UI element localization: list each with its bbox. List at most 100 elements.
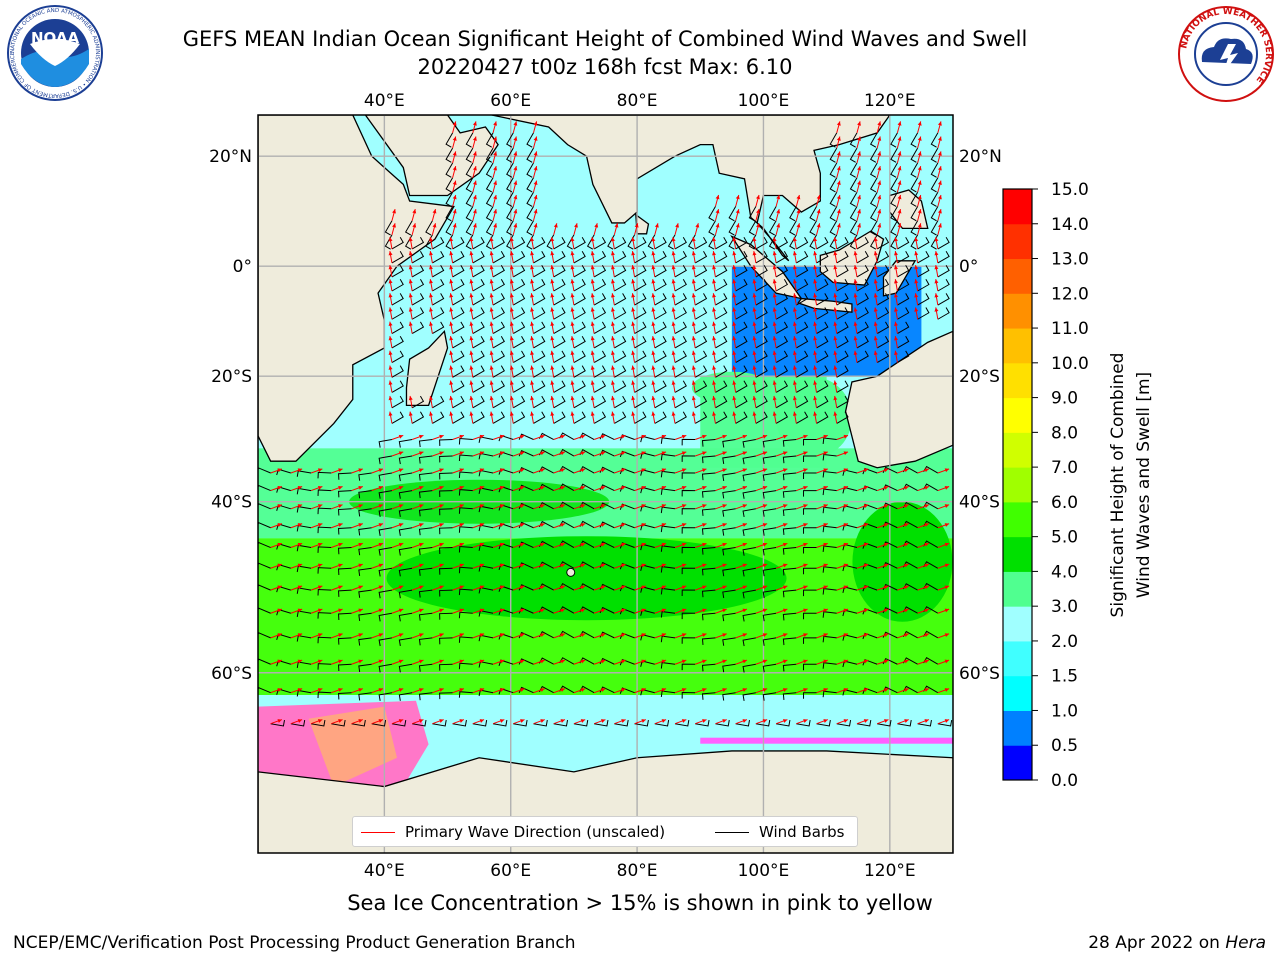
wind-barb-812	[862, 485, 878, 492]
wave-arrowhead-380	[580, 688, 586, 692]
wind-barb-112	[398, 439, 413, 448]
wave-arrowhead-49	[358, 485, 363, 490]
wave-arrowhead-898	[944, 585, 950, 590]
wave-arrowhead-633	[762, 563, 768, 568]
wave-arrowhead-64	[378, 542, 384, 547]
wave-arrowhead-82	[388, 350, 393, 356]
wave-arrowhead-7	[277, 608, 282, 613]
wind-barb-880	[930, 162, 939, 178]
wave-arrowhead-588	[732, 307, 737, 312]
wind-barb-707	[816, 293, 829, 306]
wave-arrowhead-606	[742, 633, 747, 638]
wind-barb-799	[869, 206, 878, 222]
wind-barb-353	[553, 719, 569, 727]
wave-arrowhead-322	[540, 633, 545, 638]
wind-barb-864	[917, 293, 930, 306]
wave-arrowhead-664	[782, 585, 788, 590]
wave-arrowhead-716	[823, 434, 828, 439]
wind-barb-796	[869, 162, 878, 178]
wind-barb-107	[411, 293, 425, 306]
wind-barb-704	[816, 251, 829, 264]
wind-barb-331	[553, 293, 566, 306]
wave-arrowhead-646	[772, 279, 777, 284]
wind-barb-676	[796, 279, 809, 292]
wave-arrowhead-709	[813, 321, 818, 326]
wave-arrowhead-186	[472, 121, 477, 126]
wind-barb-589	[735, 321, 748, 334]
wave-arrowhead-21	[297, 659, 303, 664]
wave-arrowhead-400	[600, 504, 606, 508]
wave-arrowhead-392	[590, 365, 595, 370]
wave-arrowhead-135	[429, 395, 433, 401]
wave-arrowhead-509	[681, 451, 687, 456]
wind-barb-144	[418, 567, 433, 576]
wind-barb-689	[782, 490, 797, 498]
wave-arrowhead-369	[580, 451, 586, 456]
wave-arrowhead-737	[836, 223, 841, 228]
wave-arrowhead-803	[873, 251, 878, 256]
wind-barb-80	[391, 321, 404, 334]
wave-arrowhead-885	[937, 223, 942, 228]
wave-arrowhead-261	[513, 194, 518, 200]
wind-barb-319	[518, 562, 534, 569]
lat-label-left-4: 60°S	[211, 664, 252, 684]
wind-barb-678	[796, 307, 809, 320]
wave-arrowhead-172	[459, 434, 464, 439]
wind-barb-458	[619, 542, 635, 549]
wave-arrowhead-214	[479, 563, 485, 568]
wave-arrowhead-774	[853, 251, 858, 256]
wave-arrowhead-518	[681, 633, 687, 638]
wind-barb-700	[809, 206, 817, 222]
wave-arrowhead-669	[782, 719, 788, 723]
wave-arrowhead-870	[924, 542, 929, 547]
colorbar-tick-label-0: 0.0	[1051, 771, 1078, 791]
wave-arrowhead-451	[631, 411, 636, 416]
wind-barb-413	[614, 265, 627, 278]
wind-barb-889	[937, 279, 950, 292]
wave-arrowhead-8	[277, 633, 282, 638]
wind-barb-421	[614, 380, 627, 393]
wind-barb-312	[518, 433, 534, 440]
wind-barb-538	[681, 472, 696, 479]
wave-arrowhead-325	[540, 719, 545, 723]
colorbar-band-8	[1003, 467, 1032, 503]
wave-arrowhead-768	[857, 166, 861, 171]
wind-barb-537	[681, 455, 696, 462]
wind-barb-771	[849, 220, 858, 236]
wave-arrowhead-616	[752, 279, 757, 284]
wind-barb-600	[722, 508, 736, 517]
wind-barb-157	[445, 220, 454, 236]
wave-arrowhead-209	[479, 468, 485, 473]
wave-arrowhead-181	[459, 608, 464, 613]
wind-barb-638	[742, 692, 756, 701]
wave-arrowhead-407	[600, 659, 606, 664]
wave-arrowhead-874	[924, 633, 929, 638]
south-asia	[491, 115, 891, 262]
wave-arrowhead-891	[934, 307, 939, 312]
wind-barb-320	[518, 584, 534, 591]
wind-barb-496	[674, 251, 687, 264]
wind-barb-189	[465, 177, 474, 193]
wave-arrowhead-165	[449, 321, 454, 326]
wind-barb-814	[862, 522, 878, 530]
wave-arrowhead-37	[338, 485, 343, 490]
wave-arrowhead-227	[493, 209, 498, 214]
wind-barb-705	[816, 265, 829, 278]
wave-arrowhead-101	[412, 209, 417, 214]
wave-arrowhead-171	[449, 411, 454, 416]
wind-barb-613	[755, 236, 768, 250]
wave-arrowhead-113	[418, 451, 424, 456]
wind-barb-601	[722, 527, 736, 536]
wave-arrowhead-460	[641, 585, 646, 590]
wind-barb-395	[593, 411, 607, 424]
wave-arrowhead-305	[530, 321, 535, 326]
wind-barb-587	[735, 293, 748, 306]
wave-arrowhead-645	[772, 265, 777, 270]
wave-arrowhead-515	[681, 563, 687, 568]
wind-barb-629	[742, 490, 756, 499]
wind-barb-269	[513, 307, 526, 320]
wave-arrowhead-445	[631, 321, 636, 326]
wind-barb-78	[391, 293, 404, 306]
wind-barb-571	[701, 527, 716, 535]
wind-barb-197	[472, 279, 485, 292]
